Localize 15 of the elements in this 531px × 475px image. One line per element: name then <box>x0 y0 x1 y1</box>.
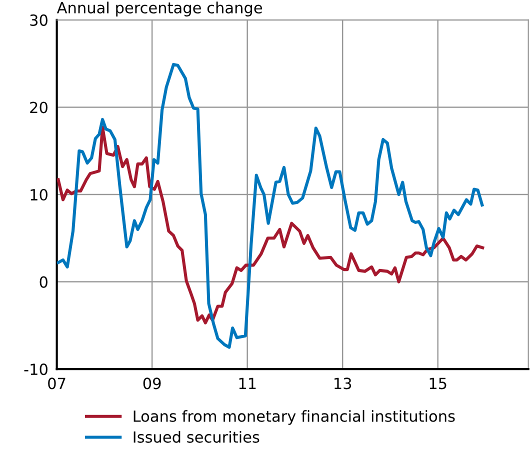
x-tick-label: 13 <box>334 378 352 390</box>
line-series <box>56 126 484 324</box>
y-tick-label: 0 <box>40 276 48 288</box>
legend-label: Loans from monetary financial institutions <box>134 410 455 425</box>
y-axis-title: Annual percentage change <box>56 2 262 16</box>
x-tick-label: 07 <box>48 378 66 390</box>
x-tick-label: 15 <box>430 378 446 390</box>
line-series <box>56 62 484 349</box>
y-tick-label: 30 <box>30 14 48 26</box>
legend-label: Issued securities <box>134 430 260 443</box>
y-tick-label: 10 <box>30 188 48 201</box>
y-tick-label: 20 <box>30 102 48 114</box>
y-tick-label: -10 <box>24 364 48 376</box>
x-tick-label: 09 <box>143 378 161 390</box>
x-tick-label: 11 <box>239 378 256 390</box>
